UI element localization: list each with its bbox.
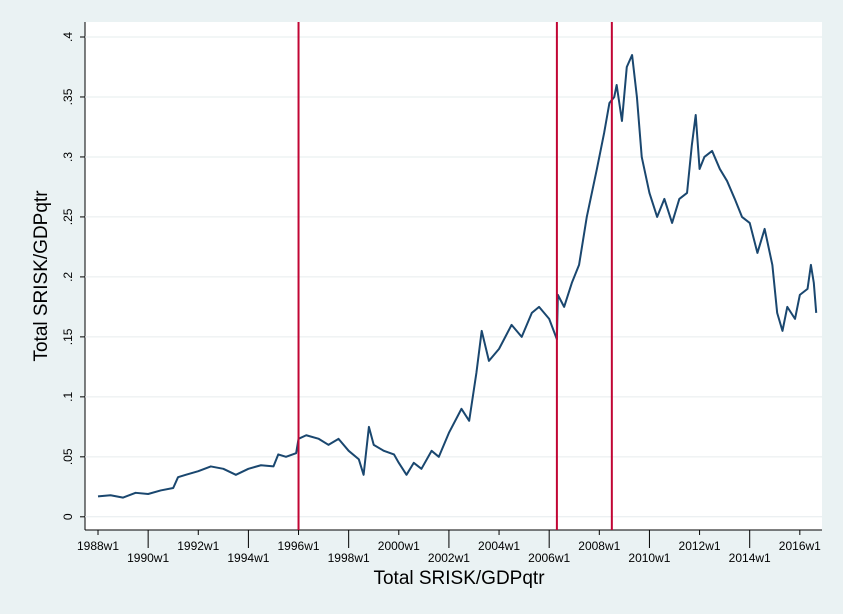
y-tick-label: .35	[61, 88, 75, 105]
y-tick-label: .3	[61, 152, 75, 162]
y-tick-label: .25	[61, 208, 75, 225]
y-tick-label: .4	[61, 32, 75, 42]
x-tick-label: 2004w1	[478, 539, 520, 553]
y-tick-label: 0	[61, 513, 75, 520]
y-tick-label: .05	[61, 448, 75, 465]
x-tick-label: 2010w1	[628, 551, 670, 565]
x-tick-label: 2006w1	[528, 551, 570, 565]
x-tick-label: 1998w1	[328, 551, 370, 565]
x-tick-label: 1996w1	[278, 539, 320, 553]
x-tick-label: 2000w1	[378, 539, 420, 553]
plot-area	[85, 22, 822, 530]
x-tick-label: 1990w1	[127, 551, 169, 565]
x-tick-label: 2016w1	[779, 539, 821, 553]
data-line	[97, 53, 818, 499]
x-tick-label: 1988w1	[77, 539, 119, 553]
y-tick-label: .1	[61, 392, 75, 402]
x-tick-label: 1994w1	[227, 551, 269, 565]
x-tick-label: 1992w1	[177, 539, 219, 553]
x-tick-label: 2002w1	[428, 551, 470, 565]
y-tick-label: .15	[61, 328, 75, 345]
x-axis-label: Total SRISK/GDPqtr	[373, 568, 545, 589]
y-axis-label: Total SRISK/GDPqtr	[31, 190, 52, 362]
y-tick-label: .2	[61, 272, 75, 282]
x-tick-label: 2014w1	[729, 551, 771, 565]
x-tick-label: 2012w1	[679, 539, 721, 553]
x-tick-label: 2008w1	[578, 539, 620, 553]
